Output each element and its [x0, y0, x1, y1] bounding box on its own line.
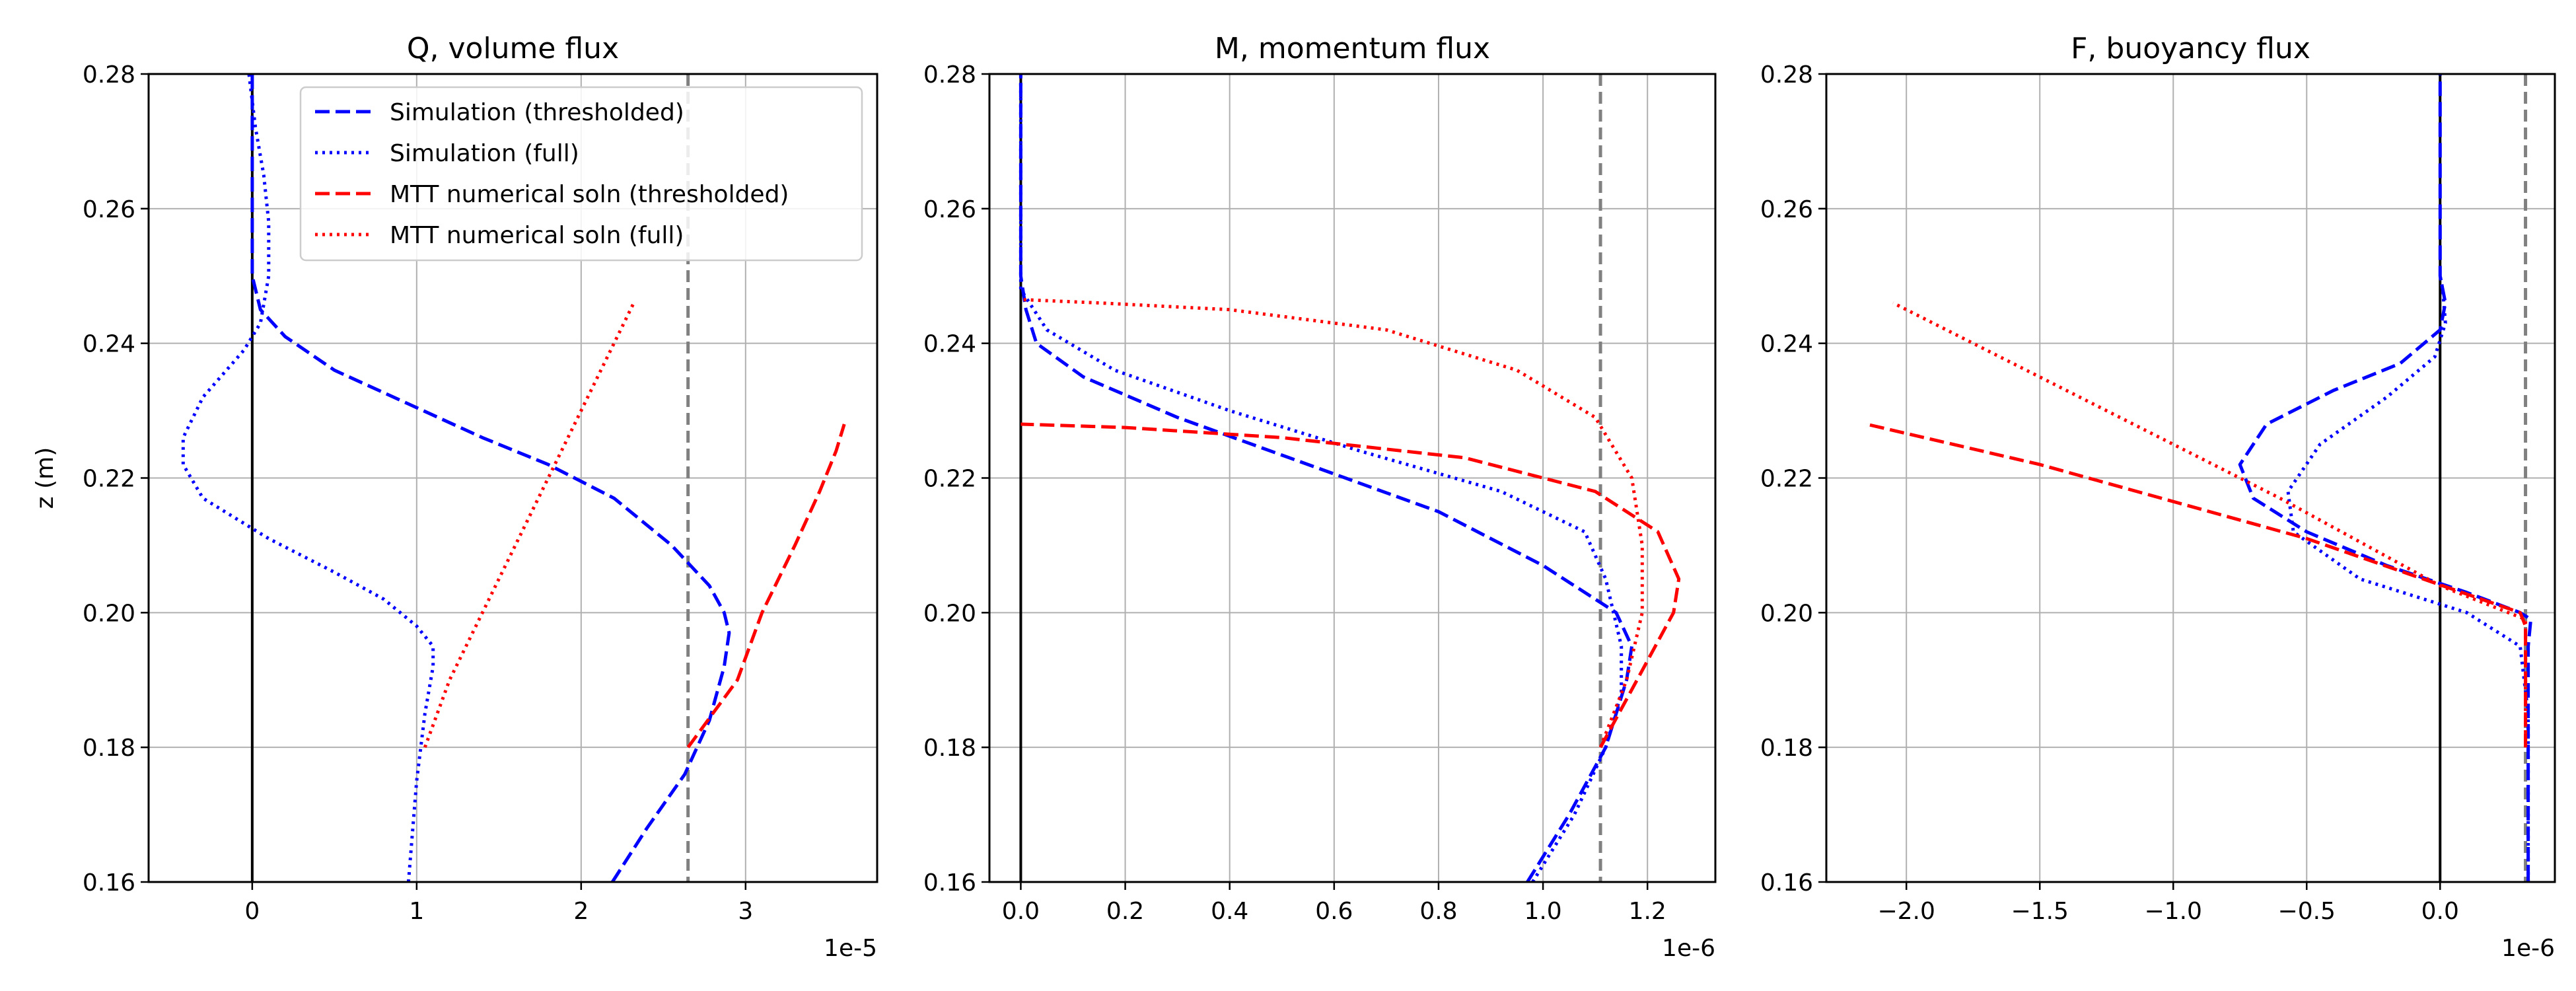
x-tick-label: 0.4 [1211, 898, 1248, 925]
series-line-simulation-thresholded [1019, 74, 1633, 882]
y-tick-label: 0.22 [923, 466, 976, 493]
chart-title: Q, volume flux [407, 32, 619, 65]
chart-title: F, buoyancy flux [2071, 32, 2310, 65]
x-tick-label: 1 [409, 898, 424, 925]
chart-panel-2: 0.0 0.2 0.4 0.6 0.8 1.0 1.2 0.16 0.18 0.20 0.22 0.2… [923, 32, 1717, 962]
x-tick-label: 3 [738, 898, 753, 925]
y-tick-label: 0.16 [1760, 869, 1813, 897]
x-tick-label: 0.2 [1106, 898, 1144, 925]
x-offset-label: 1e-6 [2501, 935, 2555, 962]
y-tick-label: 0.18 [1760, 735, 1813, 762]
series-line-mtt-numerical-soln-thresholded [686, 423, 846, 749]
y-tick-label: 0.24 [923, 331, 976, 358]
legend-label-simulation-full: Simulation (full) [390, 140, 579, 167]
x-tick-label: 2 [573, 898, 589, 925]
series-line-simulation-thresholded [2238, 74, 2533, 882]
x-tick-label: 1.2 [1629, 898, 1666, 925]
x-tick-label: 0.0 [1002, 898, 1040, 925]
chart-panel-3: −2.0 −1.5 −1.0 −0.5 0.0 0.16 0.18 0.20 0.22 0.24 0… [1760, 32, 2556, 962]
x-tick-label: −1.0 [2145, 898, 2202, 925]
chart-panel-1: 0 1 2 3 0.16 0.18 0.20 0.22 0.24 0.26 0.28 Q, volum… [32, 32, 878, 962]
series-line-mtt-numerical-soln-full [1020, 297, 1644, 749]
x-tick-label: −2.0 [1877, 898, 1935, 925]
y-tick-label: 0.22 [1760, 466, 1813, 493]
x-tick-label: 0 [244, 898, 260, 925]
series-line-mtt-numerical-soln-full [1892, 301, 2528, 748]
y-tick-label: 0.20 [83, 600, 135, 627]
y-tick-label: 0.22 [83, 466, 135, 493]
legend-label-mtt-numerical-soln-thresholded: MTT numerical soln (thresholded) [390, 181, 789, 208]
legend: Simulation (thresholded) Simulation (full… [299, 86, 863, 262]
legend-label-mtt-numerical-soln-full: MTT numerical soln (full) [390, 222, 684, 249]
chart-title: M, momentum flux [1215, 32, 1490, 65]
y-tick-label: 0.24 [1760, 331, 1813, 358]
y-tick-label: 0.24 [83, 331, 135, 358]
series-line-mtt-numerical-soln-thresholded [1020, 422, 1681, 749]
x-tick-label: −1.5 [2011, 898, 2069, 925]
y-tick-label: 0.28 [923, 61, 976, 89]
series-line-simulation-full [2286, 275, 2530, 882]
x-tick-label: 1.0 [1524, 898, 1561, 925]
x-tick-label: 0.8 [1419, 898, 1457, 925]
y-tick-label: 0.28 [83, 61, 135, 89]
x-tick-label: 0.0 [2421, 898, 2459, 925]
y-tick-label: 0.18 [923, 735, 976, 762]
y-axis-label: z (m) [32, 447, 59, 509]
series-line-mtt-numerical-soln-full [423, 302, 635, 749]
y-tick-label: 0.28 [1760, 61, 1813, 89]
y-tick-label: 0.20 [1760, 600, 1813, 627]
series-line-simulation-full [181, 74, 435, 882]
series-line-simulation-thresholded [250, 74, 731, 882]
y-tick-label: 0.16 [923, 869, 976, 897]
x-offset-label: 1e-5 [824, 935, 877, 962]
x-tick-label: 0.6 [1315, 898, 1353, 925]
y-tick-label: 0.26 [923, 196, 976, 223]
y-tick-label: 0.16 [83, 869, 135, 897]
y-tick-label: 0.26 [1760, 196, 1813, 223]
y-tick-label: 0.20 [923, 600, 976, 627]
legend-label-simulation-thresholded: Simulation (thresholded) [390, 99, 684, 126]
y-tick-label: 0.26 [83, 196, 135, 223]
series-line-simulation-full [1019, 74, 1624, 882]
x-tick-label: −0.5 [2278, 898, 2336, 925]
y-tick-label: 0.18 [83, 735, 135, 762]
legend-frame [299, 86, 863, 262]
series-line-mtt-numerical-soln-thresholded [1866, 422, 2528, 748]
x-offset-label: 1e-6 [1662, 935, 1715, 962]
